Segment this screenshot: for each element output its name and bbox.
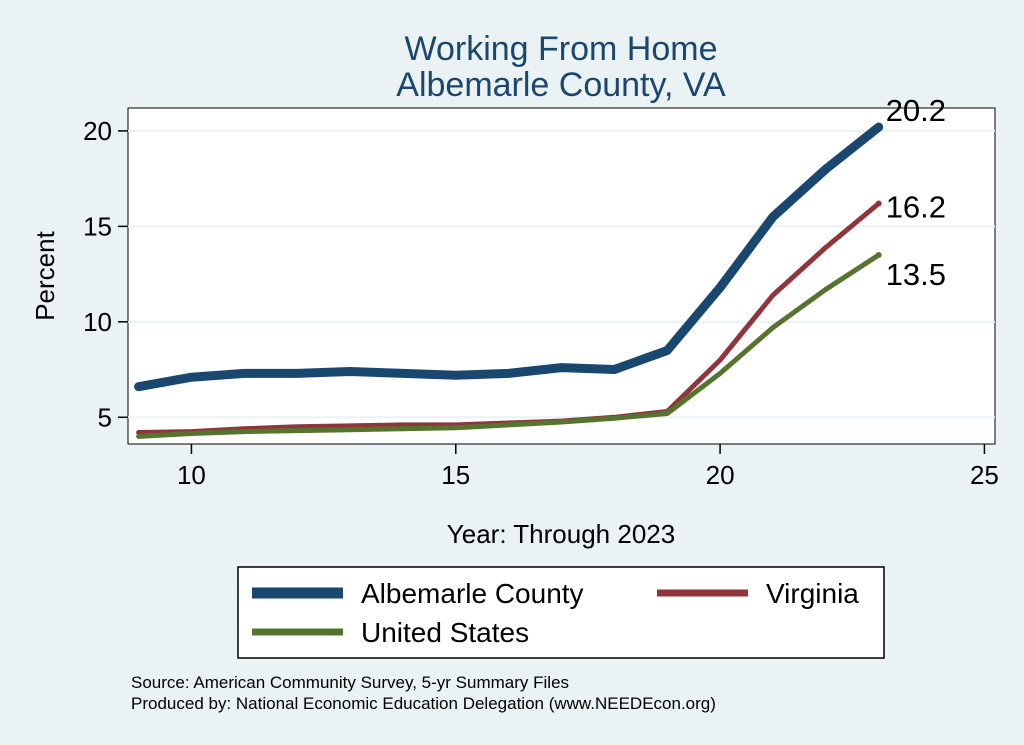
y-tick-label-0: 5	[98, 402, 112, 432]
end-label-0: 20.2	[886, 93, 946, 128]
x-axis-title: Year: Through 2023	[447, 519, 675, 549]
x-tick-label-0: 10	[177, 460, 206, 490]
legend-label-2: United States	[361, 617, 529, 648]
series-line-0	[134, 122, 884, 392]
legend: Albemarle County Virginia United States	[252, 578, 859, 648]
x-tick-label-3: 25	[970, 460, 999, 490]
chart-title: Working From Home	[405, 30, 718, 68]
end-label-1: 16.2	[886, 189, 946, 224]
end-labels: 20.2 16.2 13.5	[886, 93, 946, 292]
y-axis-title: Percent	[30, 230, 60, 320]
end-label-2: 13.5	[886, 257, 946, 292]
legend-box	[237, 566, 885, 659]
legend-label-1: Virginia	[766, 578, 859, 609]
y-tick-label-2: 15	[83, 211, 112, 241]
produced-by-note: Produced by: National Economic Education…	[131, 694, 716, 713]
series-line-2	[136, 252, 882, 439]
x-tick-label-1: 15	[441, 460, 470, 490]
series-end-point-1	[875, 200, 882, 207]
plot-area	[127, 107, 996, 445]
series-end-point-2	[875, 252, 882, 258]
series-lines	[134, 122, 884, 439]
source-note: Source: American Community Survey, 5-yr …	[131, 673, 569, 692]
chart-subtitle: Albemarle County, VA	[396, 66, 726, 104]
legend-label-0: Albemarle County	[361, 578, 584, 609]
axes: 5 10 15 20 10 15 20 25	[83, 116, 999, 490]
y-tick-label-3: 20	[83, 116, 112, 146]
x-tick-label-2: 20	[706, 460, 735, 490]
series-end-point-0	[875, 124, 882, 131]
y-tick-label-1: 10	[83, 307, 112, 337]
gridlines	[128, 129, 995, 419]
